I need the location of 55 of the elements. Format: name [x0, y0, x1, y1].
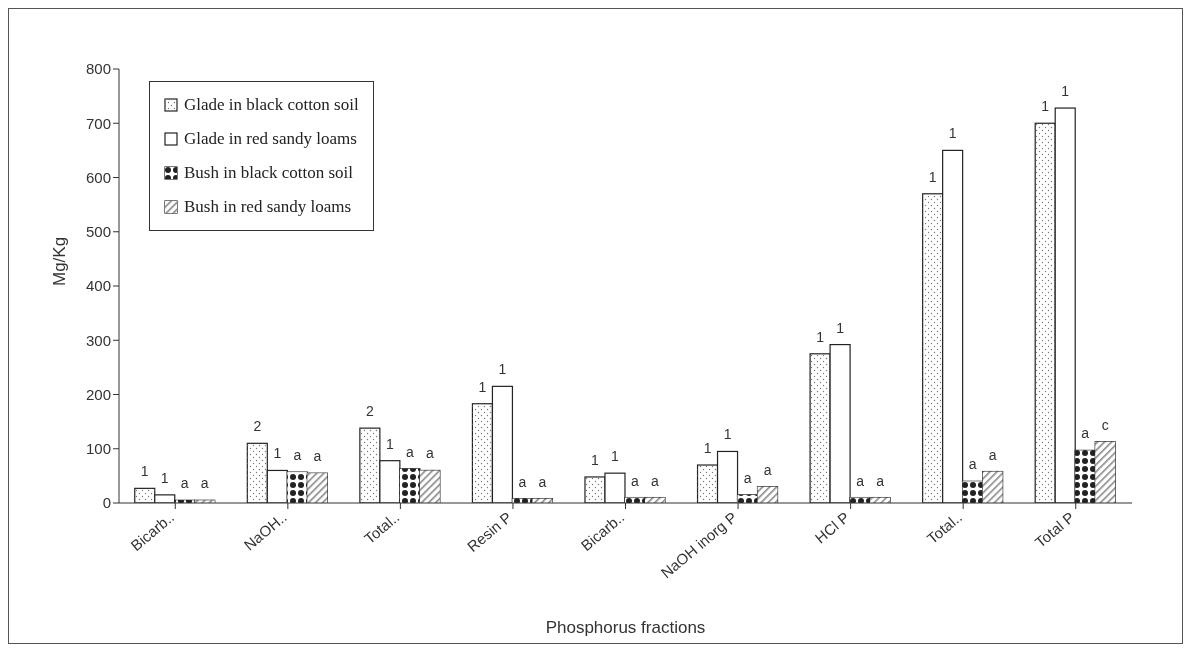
y-tick-label: 600 [85, 168, 111, 186]
annotation: a [743, 469, 752, 486]
annotation: 1 [591, 451, 600, 468]
annotation: 1 [611, 448, 620, 465]
annotation: a [856, 472, 865, 489]
y-tick-label: 300 [85, 331, 111, 349]
annotation: a [968, 456, 977, 473]
legend-label: Glade in red sandy loams [184, 129, 357, 149]
y-tick-label: 200 [85, 385, 111, 403]
annotation: a [200, 475, 209, 492]
annotation: 1 [948, 125, 957, 142]
x-tick-label: HCl P [811, 508, 853, 547]
y-tick-label: 700 [85, 114, 111, 132]
annotation: a [313, 448, 322, 465]
annotation: 2 [365, 403, 374, 420]
annotation: a [763, 461, 772, 478]
annotation: 1 [816, 328, 825, 345]
legend-label: Bush in black cotton soil [184, 163, 354, 183]
y-axis-title: Mg/Kg [50, 236, 70, 286]
x-tick-label: Total.. [923, 508, 966, 548]
annotation: 1 [478, 378, 487, 395]
annotation: 1 [385, 435, 394, 452]
x-axis-title: Phosphorus fractions [545, 618, 706, 637]
annotation: a [180, 475, 189, 492]
y-tick-label: 0 [102, 494, 111, 512]
annotation: a [631, 472, 640, 489]
annotation: 1 [723, 426, 732, 443]
annotation: a [538, 473, 547, 490]
annotation: 1 [1061, 83, 1070, 100]
annotation: a [405, 443, 414, 460]
annotation: a [651, 472, 660, 489]
annotation: a [425, 445, 434, 462]
annotation: a [876, 472, 885, 489]
annotation: a [518, 473, 527, 490]
annotation: a [1081, 425, 1090, 442]
annotation: 1 [703, 440, 712, 457]
annotation: 2 [253, 418, 262, 435]
y-tick-label: 100 [85, 440, 111, 458]
legend-label: Bush in red sandy loams [184, 197, 352, 217]
annotation: 1 [836, 319, 845, 336]
annotation: 1 [928, 168, 937, 185]
legend-label: Glade in black cotton soil [184, 95, 359, 115]
y-tick-label: 400 [85, 277, 111, 295]
annotation: a [293, 447, 302, 464]
annotation: 1 [140, 463, 149, 480]
y-tick-label: 800 [85, 60, 111, 78]
x-tick-label: Total P [1031, 508, 1078, 551]
annotation: 1 [1041, 98, 1050, 115]
annotation: c [1101, 416, 1109, 433]
x-tick-label: Total.. [360, 508, 403, 548]
annotation: a [988, 446, 997, 463]
y-tick-label: 500 [85, 223, 111, 241]
annotation: 1 [498, 361, 507, 378]
annotation: 1 [273, 445, 282, 462]
annotation: 1 [160, 469, 169, 486]
